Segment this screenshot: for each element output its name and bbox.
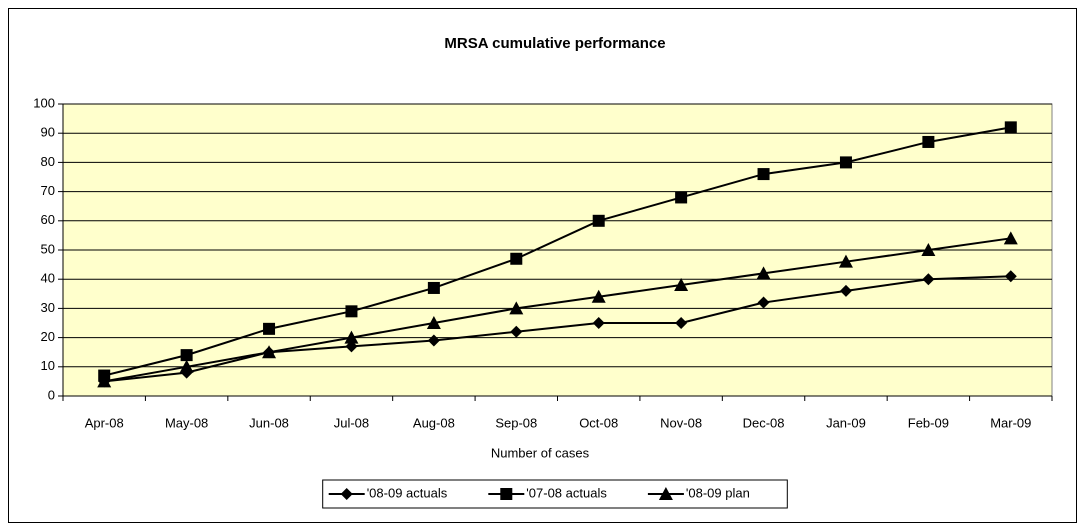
x-tick-label: Apr-08 [85,415,124,430]
y-tick-label: 60 [41,212,55,227]
x-tick-label: Dec-08 [743,415,785,430]
legend: '08-09 actuals '07-08 actuals '08-09 plan [322,479,788,509]
x-tick-label: Nov-08 [660,415,702,430]
marker [427,281,440,294]
marker [922,135,935,148]
marker [658,487,673,500]
x-tick-label: Jan-09 [826,415,866,430]
x-tick-label: Feb-09 [908,415,949,430]
legend-label: '07-08 actuals [526,485,607,500]
chart-title: MRSA cumulative performance [444,35,665,52]
y-tick-label: 30 [41,300,55,315]
marker [1004,270,1017,283]
marker [180,349,193,362]
y-tick-label: 10 [41,358,55,373]
y-tick-label: 70 [41,183,55,198]
marker [426,316,441,329]
marker [592,214,605,227]
marker [1004,121,1017,134]
y-tick-label: 100 [33,95,55,110]
marker [592,317,605,329]
legend-label: '08-09 actuals [367,485,448,500]
x-tick-label: Aug-08 [413,415,455,430]
marker [97,374,112,388]
marker [510,252,523,265]
series-line [103,126,1011,377]
marker [1003,231,1018,245]
marker [757,296,770,309]
marker [839,284,852,297]
series-line [104,237,1011,383]
x-tick-label: Jun-08 [249,415,289,430]
y-tick-label: 90 [41,125,55,140]
marker [839,156,852,169]
marker [674,278,689,292]
y-tick-label: 80 [41,154,55,169]
marker [262,345,277,359]
marker [340,488,353,500]
y-tick-label: 20 [41,329,55,344]
legend-box [322,479,788,509]
x-tick-label: Jul-08 [334,415,369,430]
marker [838,254,853,268]
marker [921,243,936,256]
x-tick-label: Oct-08 [579,415,618,430]
marker [757,168,770,181]
legend-label: '08-09 plan [686,485,750,500]
x-tick-label: Sep-08 [495,415,537,430]
marker [591,289,606,303]
marker [345,305,358,318]
marker [509,301,524,315]
marker [756,266,771,280]
marker [500,488,513,500]
marker [675,317,688,329]
marker [675,191,688,204]
y-tick-label: 50 [41,241,55,256]
x-tick-label: May-08 [165,415,208,430]
marker [510,325,523,338]
marker [344,330,359,344]
x-axis-title: Number of cases [491,445,590,460]
y-tick-label: 0 [48,387,55,402]
marker [922,273,935,286]
y-tick-label: 40 [41,271,55,286]
marker [179,359,194,373]
marker [263,322,276,335]
x-tick-label: Mar-09 [990,415,1031,430]
marker [427,334,440,347]
